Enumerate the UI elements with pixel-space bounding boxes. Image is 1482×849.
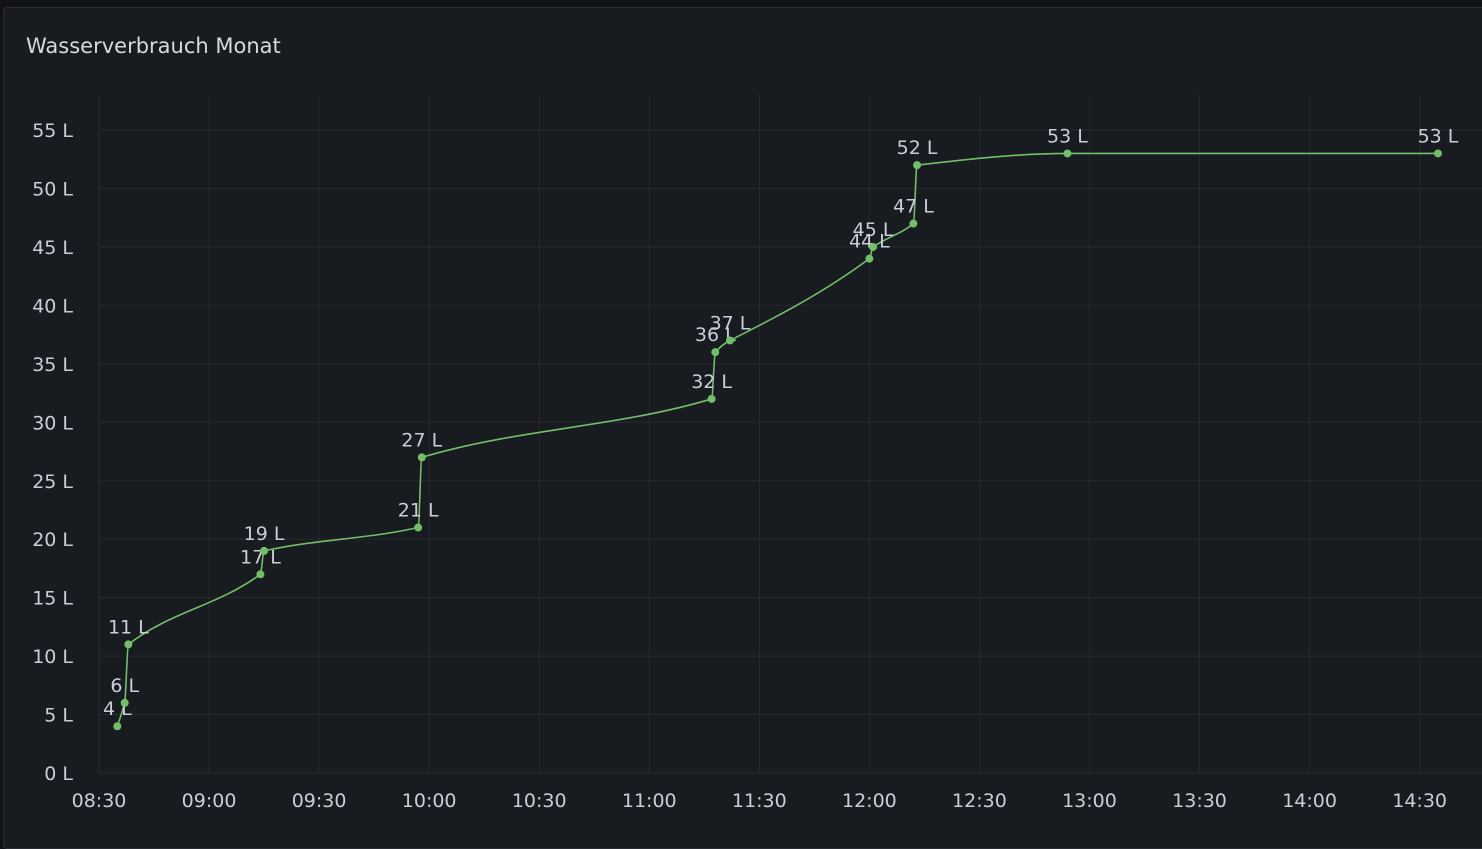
- x-tick-label: 12:30: [952, 790, 1007, 812]
- value-label: 52 L: [897, 137, 938, 159]
- value-label: 53 L: [1047, 125, 1088, 147]
- panel: [3, 7, 1482, 849]
- x-tick-label: 09:30: [292, 790, 347, 812]
- data-point: [417, 453, 426, 462]
- y-tick-label: 50 L: [32, 179, 73, 201]
- x-tick-label: 11:30: [732, 790, 787, 812]
- page: Wasserverbrauch Monat 0 L 5 L 10 L 15 L 20 L…: [3, 7, 1482, 849]
- data-point: [707, 394, 716, 403]
- y-tick-label: 40 L: [32, 295, 73, 317]
- x-tick-label: 09:00: [182, 790, 237, 812]
- y-tick-label: 35 L: [32, 354, 73, 376]
- data-point: [124, 640, 133, 649]
- data-point: [260, 546, 269, 555]
- y-tick-label: 30 L: [32, 412, 73, 434]
- data-point: [869, 242, 878, 251]
- y-tick-label: 15 L: [32, 588, 73, 610]
- value-label: 6 L: [110, 675, 139, 697]
- x-tick-label: 10:30: [512, 790, 567, 812]
- value-label: 53 L: [1418, 125, 1459, 147]
- x-tick-label: 13:00: [1062, 790, 1117, 812]
- x-tick-label: 12:00: [842, 790, 897, 812]
- y-tick-label: 0 L: [44, 763, 73, 785]
- x-tick-label: 11:00: [622, 790, 677, 812]
- value-label: 17 L: [240, 546, 281, 568]
- data-point: [1063, 149, 1072, 158]
- value-label: 21 L: [398, 500, 439, 522]
- value-label: 44 L: [849, 231, 890, 253]
- data-point: [865, 254, 874, 263]
- data-point: [1433, 149, 1442, 158]
- x-tick-label: 10:00: [402, 790, 457, 812]
- chart: Wasserverbrauch Monat 0 L 5 L 10 L 15 L 20 L…: [26, 34, 1482, 812]
- data-point: [414, 523, 423, 532]
- data-point: [711, 348, 720, 357]
- data-point: [909, 219, 918, 228]
- y-tick-label: 55 L: [32, 120, 73, 142]
- value-label: 37 L: [710, 312, 751, 334]
- y-tick-label: 45 L: [32, 237, 73, 259]
- value-label: 47 L: [893, 196, 934, 218]
- x-tick-label: 13:30: [1172, 790, 1227, 812]
- value-label: 45 L: [853, 219, 894, 241]
- y-tick-label: 25 L: [32, 471, 73, 493]
- value-label: 19 L: [244, 523, 285, 545]
- y-tick-label: 10 L: [32, 646, 73, 668]
- x-tick-label: 14:30: [1392, 790, 1447, 812]
- value-label: 32 L: [691, 371, 732, 393]
- data-point: [725, 336, 734, 345]
- y-tick-label: 20 L: [32, 529, 73, 551]
- data-point: [120, 698, 129, 707]
- data-point: [256, 570, 265, 579]
- chart-title: Wasserverbrauch Monat: [26, 34, 281, 58]
- y-tick-label: 5 L: [44, 705, 73, 727]
- x-tick-label: 14:00: [1282, 790, 1337, 812]
- data-point: [113, 722, 122, 731]
- value-label: 27 L: [401, 429, 442, 451]
- series-line: [116, 152, 1438, 727]
- value-label: 36 L: [695, 324, 736, 346]
- x-tick-label: 08:30: [72, 790, 127, 812]
- data-point: [913, 161, 922, 170]
- value-label: 11 L: [108, 616, 149, 638]
